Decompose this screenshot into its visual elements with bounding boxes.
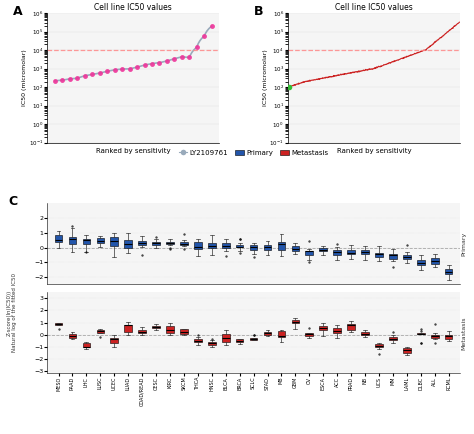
PathPatch shape <box>361 250 369 254</box>
PathPatch shape <box>250 338 257 340</box>
PathPatch shape <box>375 253 383 257</box>
PathPatch shape <box>305 333 313 336</box>
PathPatch shape <box>445 335 453 339</box>
PathPatch shape <box>319 326 327 330</box>
PathPatch shape <box>55 235 63 242</box>
PathPatch shape <box>82 239 90 244</box>
Text: Primary: Primary <box>462 232 467 256</box>
PathPatch shape <box>194 339 202 342</box>
PathPatch shape <box>222 334 229 342</box>
PathPatch shape <box>152 326 160 328</box>
PathPatch shape <box>347 250 355 254</box>
PathPatch shape <box>445 270 453 274</box>
PathPatch shape <box>417 260 425 266</box>
PathPatch shape <box>319 248 327 251</box>
PathPatch shape <box>69 334 76 338</box>
PathPatch shape <box>305 251 313 255</box>
PathPatch shape <box>333 329 341 333</box>
PathPatch shape <box>403 255 410 259</box>
PathPatch shape <box>97 239 104 243</box>
PathPatch shape <box>236 339 244 342</box>
PathPatch shape <box>333 250 341 254</box>
PathPatch shape <box>278 332 285 337</box>
X-axis label: Ranked by sensitivity: Ranked by sensitivity <box>96 148 171 154</box>
PathPatch shape <box>264 332 271 335</box>
PathPatch shape <box>431 335 438 338</box>
PathPatch shape <box>55 323 63 325</box>
Title: Cell line IC50 values: Cell line IC50 values <box>335 3 413 12</box>
PathPatch shape <box>82 343 90 347</box>
PathPatch shape <box>124 325 132 332</box>
Legend: LY2109761, Primary, Metastasis: LY2109761, Primary, Metastasis <box>179 150 328 156</box>
PathPatch shape <box>417 333 425 334</box>
PathPatch shape <box>166 326 174 333</box>
PathPatch shape <box>152 242 160 245</box>
PathPatch shape <box>110 338 118 343</box>
PathPatch shape <box>180 329 188 334</box>
PathPatch shape <box>69 237 76 244</box>
PathPatch shape <box>208 243 216 248</box>
PathPatch shape <box>361 332 369 335</box>
PathPatch shape <box>292 319 299 323</box>
Text: C: C <box>8 195 18 208</box>
PathPatch shape <box>194 242 202 249</box>
PathPatch shape <box>138 330 146 333</box>
PathPatch shape <box>124 240 132 248</box>
PathPatch shape <box>264 245 271 250</box>
Text: B: B <box>254 5 263 18</box>
PathPatch shape <box>236 245 244 247</box>
Text: Z-score(ln(IC50))
Natural log of the fitted IC50: Z-score(ln(IC50)) Natural log of the fit… <box>7 273 17 352</box>
PathPatch shape <box>180 242 188 245</box>
PathPatch shape <box>347 324 355 329</box>
PathPatch shape <box>110 237 118 246</box>
X-axis label: Ranked by sensitivity: Ranked by sensitivity <box>337 148 411 154</box>
PathPatch shape <box>403 349 410 353</box>
PathPatch shape <box>138 241 146 245</box>
PathPatch shape <box>166 242 174 244</box>
Text: Metastasis: Metastasis <box>462 316 467 349</box>
PathPatch shape <box>292 247 299 251</box>
PathPatch shape <box>208 342 216 345</box>
Y-axis label: IC50 (micromolar): IC50 (micromolar) <box>263 49 268 106</box>
Y-axis label: IC50 (micromolar): IC50 (micromolar) <box>22 49 27 106</box>
PathPatch shape <box>97 330 104 333</box>
PathPatch shape <box>431 258 438 264</box>
PathPatch shape <box>250 245 257 250</box>
Title: Cell line IC50 values: Cell line IC50 values <box>94 3 172 12</box>
PathPatch shape <box>389 337 397 341</box>
PathPatch shape <box>278 242 285 250</box>
Text: A: A <box>13 5 23 18</box>
PathPatch shape <box>389 254 397 259</box>
PathPatch shape <box>222 243 229 248</box>
PathPatch shape <box>375 345 383 347</box>
